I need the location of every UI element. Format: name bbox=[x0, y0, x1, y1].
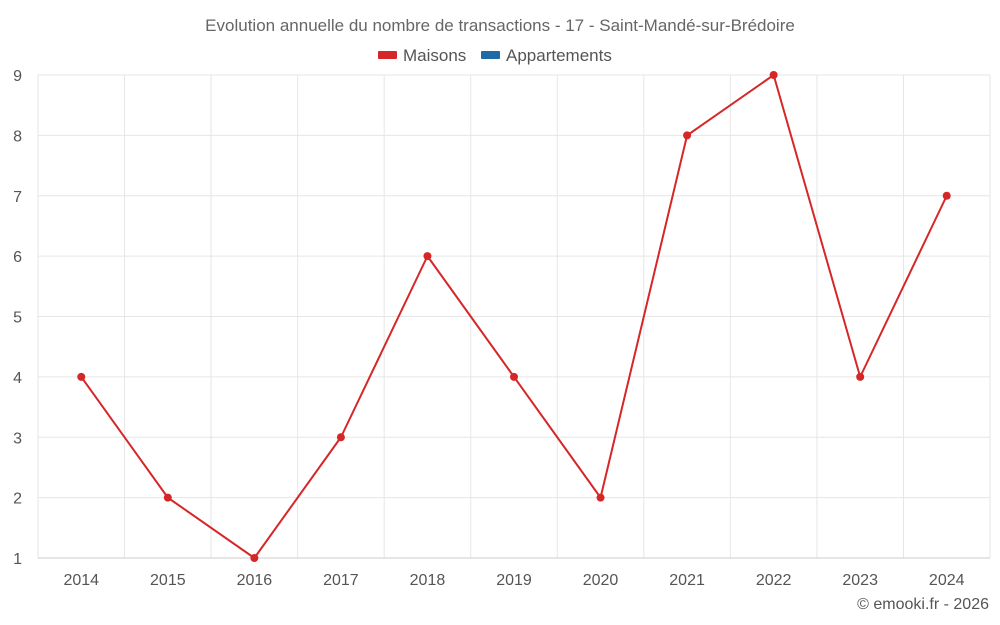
data-point[interactable] bbox=[77, 372, 86, 381]
gridlines bbox=[37, 74, 991, 558]
data-point[interactable] bbox=[510, 372, 518, 381]
legend-swatch-maisons bbox=[378, 51, 397, 59]
data-point[interactable] bbox=[423, 252, 432, 261]
data-point[interactable] bbox=[163, 493, 172, 502]
series-maisons bbox=[77, 71, 951, 562]
y-axis-ticks: 1 2 3 4 5 6 7 8 9 bbox=[13, 68, 22, 568]
y-tick-label: 6 bbox=[13, 249, 22, 266]
x-tick-label: 2022 bbox=[756, 572, 792, 589]
x-tick-label: 2021 bbox=[669, 572, 705, 589]
y-tick-label: 8 bbox=[13, 128, 22, 145]
x-tick-label: 2014 bbox=[63, 572, 99, 589]
legend-label-appartements: Appartements bbox=[506, 46, 612, 65]
x-tick-label: 2015 bbox=[150, 572, 186, 589]
x-tick-label: 2019 bbox=[496, 572, 532, 589]
x-axis-ticks: 2014 2015 2016 2017 2018 2019 2020 2021 2022 2023… bbox=[63, 572, 964, 589]
data-point[interactable] bbox=[942, 191, 951, 200]
data-point[interactable] bbox=[856, 372, 865, 381]
x-tick-label: 2016 bbox=[237, 572, 273, 589]
y-tick-label: 5 bbox=[13, 310, 22, 327]
data-point[interactable] bbox=[596, 493, 605, 502]
y-tick-label: 1 bbox=[13, 551, 22, 568]
credit-text[interactable]: © emooki.fr - 2026 bbox=[857, 596, 989, 613]
legend-label-maisons: Maisons bbox=[403, 46, 466, 65]
y-tick-label: 3 bbox=[13, 430, 22, 447]
data-point[interactable] bbox=[769, 71, 778, 79]
legend-swatch-appartements bbox=[481, 51, 500, 59]
legend[interactable]: Maisons Appartements bbox=[378, 46, 612, 65]
x-tick-label: 2024 bbox=[929, 572, 965, 589]
x-tick-label: 2020 bbox=[583, 572, 619, 589]
y-tick-label: 2 bbox=[13, 491, 22, 508]
x-tick-label: 2018 bbox=[410, 572, 446, 589]
data-point[interactable] bbox=[336, 433, 345, 442]
y-tick-label: 9 bbox=[13, 68, 22, 85]
x-tick-label: 2023 bbox=[842, 572, 878, 589]
data-point[interactable] bbox=[250, 554, 259, 562]
legend-item-maisons[interactable]: Maisons bbox=[378, 46, 466, 65]
legend-item-appartements[interactable]: Appartements bbox=[481, 46, 612, 65]
x-tick-label: 2017 bbox=[323, 572, 359, 589]
data-point[interactable] bbox=[683, 131, 692, 140]
chart-title: Evolution annuelle du nombre de transact… bbox=[205, 16, 795, 35]
y-tick-label: 7 bbox=[13, 189, 22, 206]
y-tick-label: 4 bbox=[13, 370, 22, 387]
